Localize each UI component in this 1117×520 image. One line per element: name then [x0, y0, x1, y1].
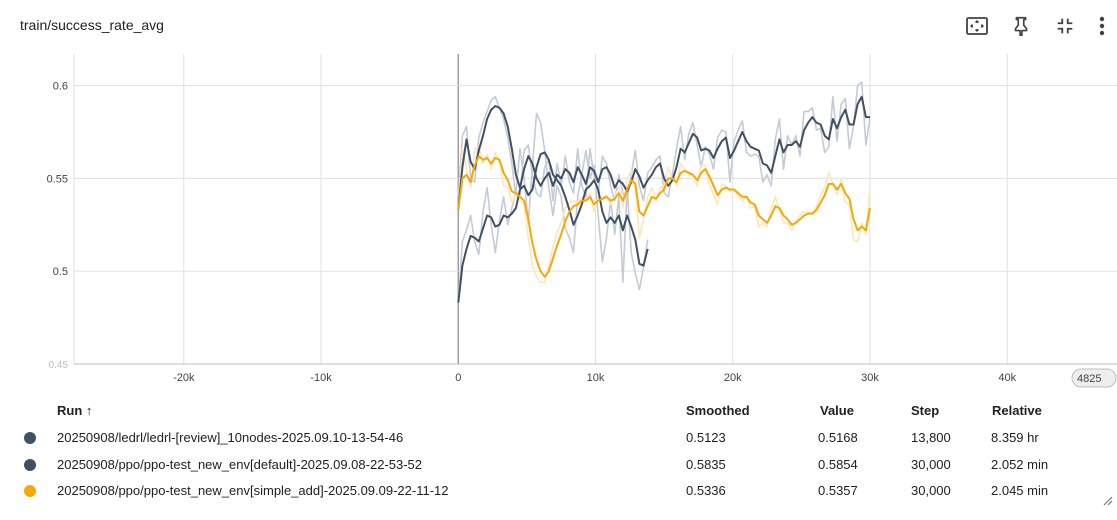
step-column-header[interactable]: Step: [911, 403, 940, 418]
x-tick-label: 0: [455, 372, 461, 384]
relative-time: 2.045 min: [991, 483, 1049, 498]
run-color-dot: [24, 458, 36, 471]
table-header-row: Run ↑ Smoothed Value Step Relative: [0, 398, 1117, 424]
x-tick-label: 20k: [724, 372, 742, 384]
card-toolbar: [955, 6, 1117, 46]
table-row[interactable]: 20250908/ledrl/ledrl-[review]_10nodes-20…: [0, 425, 1117, 451]
smoothed-value: 0.5123: [686, 430, 726, 445]
raw-value: 0.5357: [818, 483, 858, 498]
x-tick-label: 10k: [587, 372, 605, 384]
relative-time: 8.359 hr: [991, 430, 1039, 445]
pin-icon: [1014, 16, 1028, 36]
step-value: 13,800: [911, 430, 951, 445]
step-value: 30,000: [911, 456, 951, 472]
more-vert-icon: [1099, 16, 1105, 36]
run-color-dot: [24, 485, 36, 497]
chart-title: train/success_rate_avg: [20, 17, 164, 33]
relative-column-header[interactable]: Relative: [992, 403, 1042, 418]
smoothed-value: 0.5336: [686, 483, 726, 498]
collapse-button[interactable]: [1043, 6, 1087, 46]
run-color-dot: [24, 432, 36, 444]
more-options-button[interactable]: [1087, 6, 1117, 46]
run-name: 20250908/ppo/ppo-test_new_env[default]-2…: [57, 456, 423, 472]
y-tick-label: 0.55: [47, 173, 68, 185]
y-tick-label: 0.5: [53, 266, 68, 278]
y-tick-label: 0.6: [53, 81, 68, 93]
x-tick-label: 40k: [998, 372, 1016, 384]
series-smoothed-line-2: [457, 155, 871, 278]
series-raw-line-2: [457, 146, 871, 284]
run-column-header[interactable]: Run ↑: [57, 403, 93, 418]
x-tick-label: -20k: [173, 372, 195, 384]
step-value: 30,000: [911, 483, 951, 498]
run-name: 20250908/ppo/ppo-test_new_env[simple_add…: [57, 483, 449, 498]
fit-domain-icon: [966, 17, 988, 35]
series-raw-line-0: [457, 112, 649, 303]
table-row[interactable]: 20250908/ppo/ppo-test_new_env[simple_add…: [0, 478, 1117, 504]
smoothed-column-header[interactable]: Smoothed: [686, 403, 750, 418]
run-name: 20250908/ledrl/ledrl-[review]_10nodes-20…: [57, 430, 404, 445]
table-row[interactable]: 20250908/ppo/ppo-test_new_env[default]-2…: [0, 452, 1117, 478]
x-tick-label-edge: 4825: [1077, 373, 1101, 385]
x-tick-label: 30k: [861, 372, 879, 384]
x-tick-label: -10k: [310, 372, 332, 384]
fit-domain-button[interactable]: [955, 6, 999, 46]
series-smoothed-line-0: [457, 151, 649, 303]
collapse-icon: [1057, 18, 1073, 34]
sort-arrow-icon: ↑: [85, 403, 93, 418]
value-column-header[interactable]: Value: [820, 403, 854, 418]
raw-value: 0.5168: [818, 430, 858, 445]
y-tick-label-edge: 0.45: [49, 360, 69, 371]
smoothed-value: 0.5835: [686, 456, 726, 472]
raw-value: 0.5854: [818, 456, 858, 472]
relative-time: 2.052 min: [991, 456, 1049, 472]
series-smoothed-line-1: [457, 95, 870, 210]
pin-button[interactable]: [999, 6, 1043, 46]
resize-handle-icon[interactable]: [1101, 494, 1113, 506]
x-edge-chip: [1071, 368, 1117, 388]
line-chart[interactable]: 0.5 0.55 0.6 0.45 -20k -10k 0 10k 20k 30k 40k 4825: [0, 46, 1117, 398]
